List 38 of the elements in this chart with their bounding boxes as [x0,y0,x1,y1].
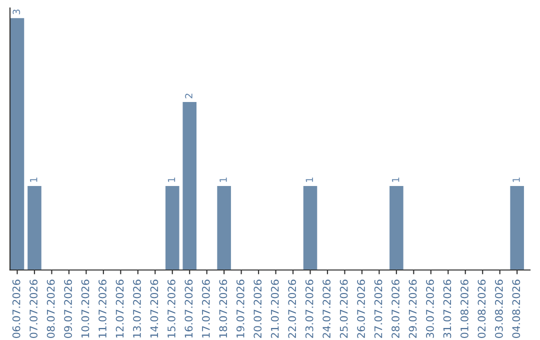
x-tick-label: 01.08.2026 [460,280,468,338]
x-tick-label: 06.07.2026 [12,280,20,338]
x-tick-label: 22.07.2026 [288,280,296,338]
x-tick-label: 11.07.2026 [98,280,106,338]
x-tick-label: 19.07.2026 [236,280,244,338]
x-tick-label: 16.07.2026 [184,280,193,338]
x-tick-label: 26.07.2026 [357,280,365,338]
x-tick-label: 15.07.2026 [168,280,176,338]
data-label: 1 [392,178,400,182]
x-tick-label: 24.07.2026 [322,280,331,338]
x-tick-label: 25.07.2026 [340,280,348,338]
x-tick-label: 14.07.2026 [150,280,158,338]
x-tick-label: 30.07.2026 [426,280,434,338]
data-label: 1 [30,178,38,182]
x-tick-label: 07.07.2026 [30,280,38,338]
x-tick-label: 17.07.2026 [202,280,210,338]
x-tick-label: 08.07.2026 [46,280,55,338]
data-label: 1 [220,178,227,182]
data-label: 2 [185,94,192,98]
x-tick-label: 31.07.2026 [443,280,452,338]
x-tick-label: 23.07.2026 [305,280,314,338]
x-tick-label: 20.07.2026 [254,280,262,338]
data-label: 1 [168,178,176,182]
x-tick-label: 29.07.2026 [408,280,417,338]
data-label: 1 [512,178,520,182]
data-label: 1 [306,178,313,182]
x-tick-label: 13.07.2026 [133,280,141,338]
x-tick-label: 27.07.2026 [374,280,382,338]
x-tick-label: 12.07.2026 [116,280,124,338]
x-tick-label: 04.08.2026 [512,280,520,338]
x-tick-label: 21.07.2026 [270,280,279,338]
x-tick-label: 02.08.2026 [478,280,486,338]
x-tick-label: 18.07.2026 [219,280,228,338]
data-label: 3 [12,10,20,14]
x-tick-label: 03.08.2026 [494,280,503,338]
x-tick-label: 09.07.2026 [64,280,72,338]
x-tick-label: 28.07.2026 [392,280,400,338]
x-tick-label: 10.07.2026 [81,280,90,338]
